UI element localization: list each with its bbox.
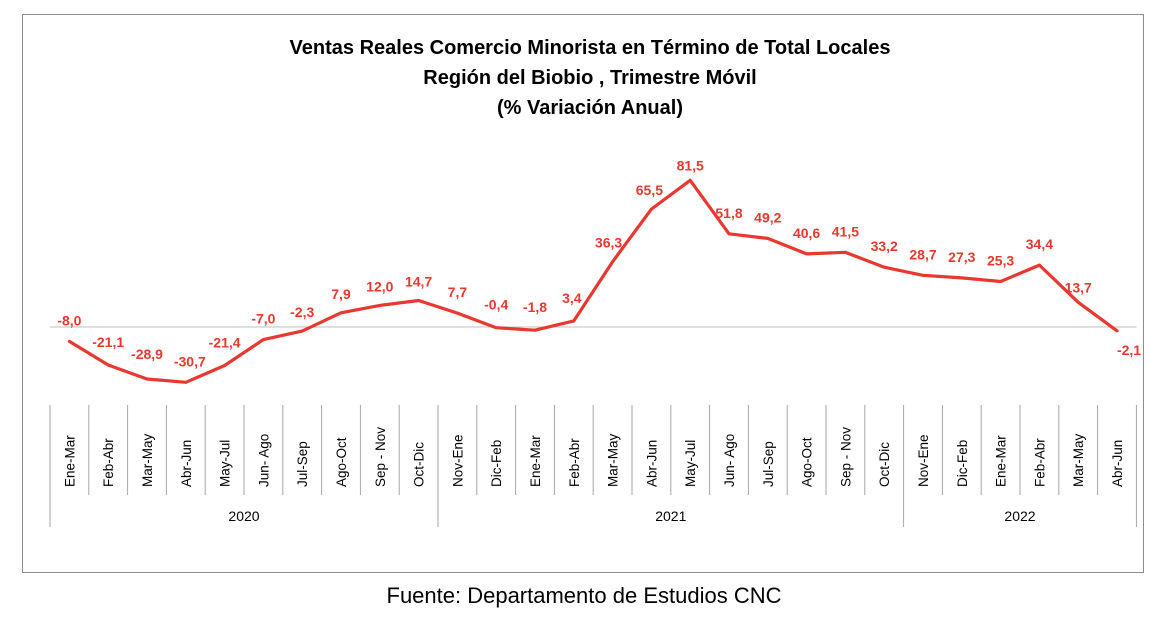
category-tick-label: Mar-May <box>140 434 155 487</box>
data-label: 40,6 <box>793 225 820 241</box>
data-label: 36,3 <box>595 235 622 251</box>
data-label: 7,7 <box>448 284 468 300</box>
category-tick-label: Oct-Dic <box>412 442 427 487</box>
category-tick-label: Abr-Jun <box>1110 440 1125 487</box>
category-tick-group: Ene-Mar Feb-Abr Mar-May Abr-Jun May-Jul Jun- … <box>62 427 1125 487</box>
data-label: -30,7 <box>174 353 206 369</box>
data-label: 51,8 <box>715 205 742 221</box>
category-tick-label: Jul-Sep <box>761 441 776 487</box>
chart-svg: Ventas Reales Comercio Minorista en Térm… <box>49 37 1141 527</box>
category-tick-label: Sep - Nov <box>373 427 388 487</box>
data-label: 41,5 <box>832 223 859 239</box>
data-label: -8,0 <box>57 312 81 328</box>
data-label: 12,0 <box>366 278 393 294</box>
data-label: 34,4 <box>1026 236 1053 252</box>
data-label: 49,2 <box>754 209 781 225</box>
data-label: 81,5 <box>677 157 704 173</box>
chart-frame: Ventas Reales Comercio Minorista en Térm… <box>22 14 1144 573</box>
chart-title-line-3: (% Variación Anual) <box>497 97 683 119</box>
category-tick-label: Ago-Oct <box>800 437 815 487</box>
category-tick-label: Feb-Abr <box>1032 438 1047 487</box>
year-group-label: 2020 <box>228 508 259 524</box>
series-line-group <box>67 178 1119 384</box>
chart-title-line-2: Región del Biobio , Trimestre Móvil <box>423 67 756 89</box>
data-label: 65,5 <box>636 182 663 198</box>
axis-group <box>49 326 1137 527</box>
category-tick-label: Nov-Ene <box>450 434 465 487</box>
category-tick-label: May-Jul <box>683 440 698 487</box>
category-tick-label: Oct-Dic <box>877 442 892 487</box>
category-tick-label: Sep - Nov <box>838 427 853 487</box>
category-tick-label: Jun- Ago <box>722 434 737 487</box>
category-tick-label: Ene-Mar <box>62 435 77 487</box>
data-label: -2,3 <box>290 304 314 320</box>
data-label: 3,4 <box>562 290 582 306</box>
year-group-label: 2021 <box>655 508 686 524</box>
category-tick-label: Feb-Abr <box>567 438 582 487</box>
year-group-label: 2022 <box>1004 508 1035 524</box>
data-label: 28,7 <box>909 246 936 262</box>
category-tick-label: Abr-Jun <box>179 440 194 487</box>
category-tick-label: Ene-Mar <box>528 435 543 487</box>
data-label: 27,3 <box>948 249 975 265</box>
data-label-group: -8,0 -21,1 -28,9 -30,7-21,4 -7,0 -2,3 7,9 12,0 1… <box>57 157 1141 369</box>
category-tick-label: Dic-Feb <box>955 440 970 487</box>
category-tick-label: Dic-Feb <box>489 440 504 487</box>
data-label: 33,2 <box>871 238 898 254</box>
data-label: -0,4 <box>484 297 508 313</box>
data-label: 7,9 <box>331 286 351 302</box>
data-label: 14,7 <box>405 274 432 290</box>
category-tick-label: Nov-Ene <box>916 434 931 487</box>
data-label: -21,1 <box>92 334 124 350</box>
chart-title: Ventas Reales Comercio Minorista en Térm… <box>290 37 891 119</box>
data-label: -1,8 <box>523 299 547 315</box>
data-label: 25,3 <box>987 253 1014 269</box>
category-tick-label: Mar-May <box>1071 434 1086 487</box>
category-tick-label: Ene-Mar <box>994 435 1009 487</box>
chart-title-line-1: Ventas Reales Comercio Minorista en Térm… <box>290 37 891 59</box>
category-tick-label: Jun- Ago <box>256 434 271 487</box>
category-tick-label: May-Jul <box>218 440 233 487</box>
data-label: 13,7 <box>1065 279 1092 295</box>
category-tick-label: Ago-Oct <box>334 437 349 487</box>
category-tick-label: Feb-Abr <box>101 438 116 487</box>
series-line <box>67 178 1119 384</box>
source-note: Fuente: Departamento de Estudios CNC <box>386 583 782 608</box>
category-tick-label: Abr-Jun <box>644 440 659 487</box>
data-label: -21,4 <box>209 335 241 351</box>
data-label: -7,0 <box>251 311 275 327</box>
data-label: -28,9 <box>131 346 163 362</box>
year-group-labels: 2020 2021 2022 <box>228 508 1035 524</box>
category-tick-label: Mar-May <box>606 434 621 487</box>
data-label: -2,1 <box>1117 342 1141 358</box>
category-tick-label: Jul-Sep <box>295 441 310 487</box>
